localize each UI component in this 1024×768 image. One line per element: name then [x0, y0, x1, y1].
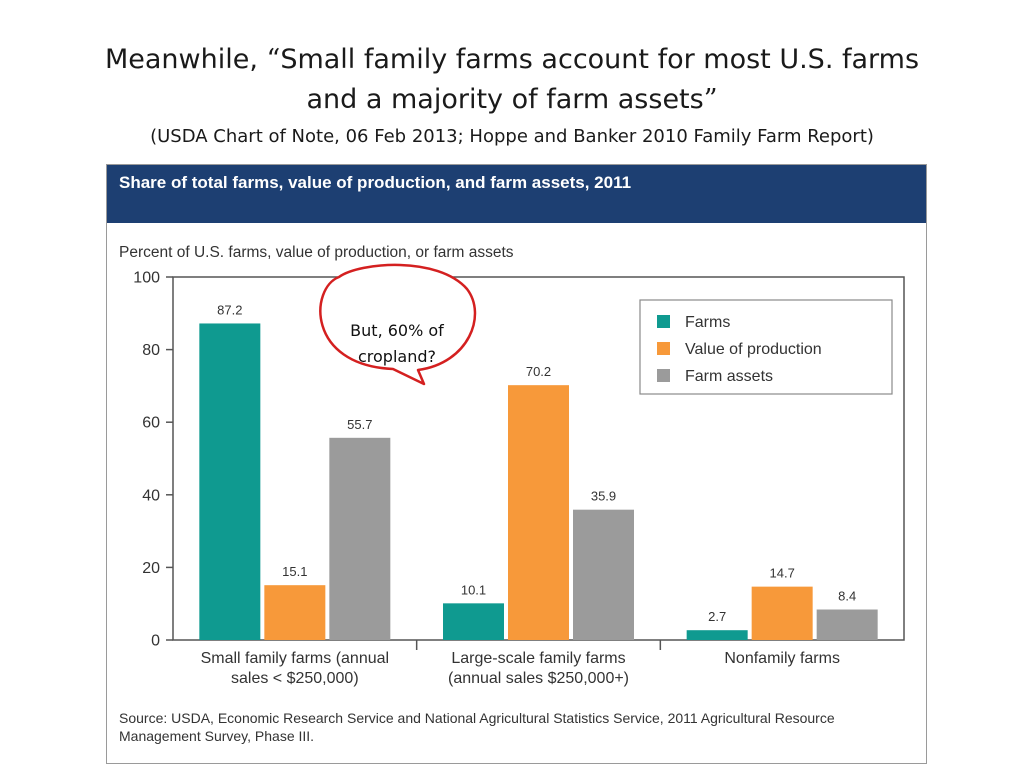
bar	[686, 630, 748, 640]
legend-swatch	[657, 369, 670, 382]
callout-text-line2: cropland?	[358, 347, 436, 366]
bar-value-label: 8.4	[838, 589, 856, 604]
callout-text-line1: But, 60% of	[350, 321, 444, 340]
bar-value-label: 55.7	[347, 417, 372, 432]
legend-swatch	[657, 342, 670, 355]
legend-label: Farms	[685, 314, 730, 331]
bar-value-label: 87.2	[217, 302, 242, 317]
bar	[573, 509, 634, 640]
chart-panel: Share of total farms, value of productio…	[106, 164, 927, 764]
x-category-label: Large-scale family farms	[451, 650, 625, 667]
bar-chart: Percent of U.S. farms, value of producti…	[119, 244, 905, 687]
bar-value-label: 70.2	[526, 364, 551, 379]
slide-title: Meanwhile, “Small family farms account f…	[0, 40, 1024, 120]
y-tick-label: 40	[142, 487, 160, 504]
title-line1: Small family farms account for most U.S.…	[280, 44, 920, 75]
bar-value-label: 35.9	[591, 489, 616, 504]
bar	[508, 385, 569, 640]
title-line2: and a majority of farm assets	[306, 84, 704, 115]
bar-value-label: 15.1	[282, 564, 307, 579]
callout-bubble	[319, 263, 477, 386]
legend-label: Value of production	[685, 341, 822, 358]
slide-title-line1: Meanwhile, “Small family farms account f…	[0, 40, 1024, 80]
close-quote: ”	[703, 84, 718, 115]
slide-subtitle: (USDA Chart of Note, 06 Feb 2013; Hoppe …	[150, 126, 874, 147]
legend-box	[639, 299, 893, 395]
x-category-label: (annual sales $250,000+)	[448, 670, 629, 687]
y-axis-label: Percent of U.S. farms, value of producti…	[119, 244, 514, 261]
bar	[264, 585, 326, 640]
bar	[816, 609, 878, 640]
bar-value-label: 2.7	[708, 609, 726, 624]
bar	[443, 603, 504, 640]
open-quote: “	[266, 44, 281, 75]
bar	[199, 323, 261, 640]
slide-title-line2: and a majority of farm assets”	[0, 80, 1024, 120]
y-tick-label: 60	[142, 415, 160, 432]
x-category-label: Nonfamily farms	[724, 650, 840, 667]
chart-header: Share of total farms, value of productio…	[107, 165, 926, 223]
y-tick-label: 0	[151, 633, 160, 650]
legend-label: Farm assets	[685, 368, 773, 385]
bar-value-label: 14.7	[770, 566, 795, 581]
y-tick-label: 80	[142, 342, 160, 359]
title-prefix: Meanwhile,	[104, 44, 267, 75]
bar	[329, 437, 391, 640]
y-tick-label: 100	[133, 270, 160, 287]
chart-source: Source: USDA, Economic Research Service …	[119, 710, 835, 744]
legend-swatch	[657, 315, 670, 328]
y-tick-label: 20	[142, 560, 160, 577]
x-category-label: sales < $250,000)	[231, 670, 359, 687]
bar-value-label: 10.1	[461, 582, 486, 597]
x-category-label: Small family farms (annual	[201, 650, 390, 667]
bar	[751, 586, 813, 640]
chart-title: Share of total farms, value of productio…	[119, 173, 632, 192]
